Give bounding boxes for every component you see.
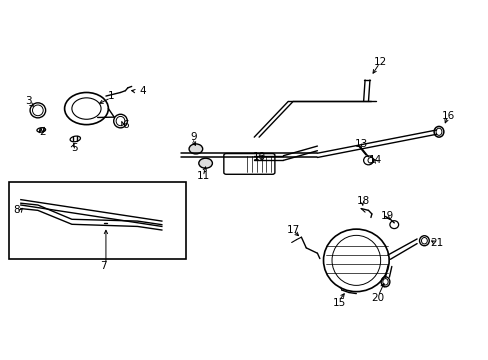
Text: 16: 16 (441, 111, 454, 121)
Text: 15: 15 (332, 298, 345, 308)
Text: 1: 1 (107, 91, 114, 101)
Text: 21: 21 (429, 238, 442, 248)
Text: 2: 2 (40, 127, 46, 137)
Text: 12: 12 (373, 57, 386, 67)
Bar (9, 182, 186, 258)
Text: 19: 19 (381, 211, 394, 221)
Text: 8: 8 (14, 205, 20, 215)
Text: 11: 11 (196, 171, 209, 181)
Text: 20: 20 (371, 293, 384, 303)
Text: 3: 3 (25, 96, 31, 107)
Text: 14: 14 (368, 156, 382, 165)
Ellipse shape (323, 229, 388, 292)
Circle shape (199, 158, 212, 168)
Text: 10: 10 (252, 152, 265, 162)
Ellipse shape (331, 235, 380, 285)
Text: 9: 9 (190, 132, 196, 142)
Text: 6: 6 (122, 120, 128, 130)
Text: 5: 5 (71, 143, 78, 153)
Text: 4: 4 (139, 86, 145, 96)
Text: 18: 18 (356, 197, 369, 206)
Text: 7: 7 (100, 261, 106, 271)
Text: 13: 13 (354, 139, 367, 149)
Text: 17: 17 (286, 225, 299, 235)
Circle shape (189, 144, 202, 154)
FancyBboxPatch shape (224, 154, 274, 174)
